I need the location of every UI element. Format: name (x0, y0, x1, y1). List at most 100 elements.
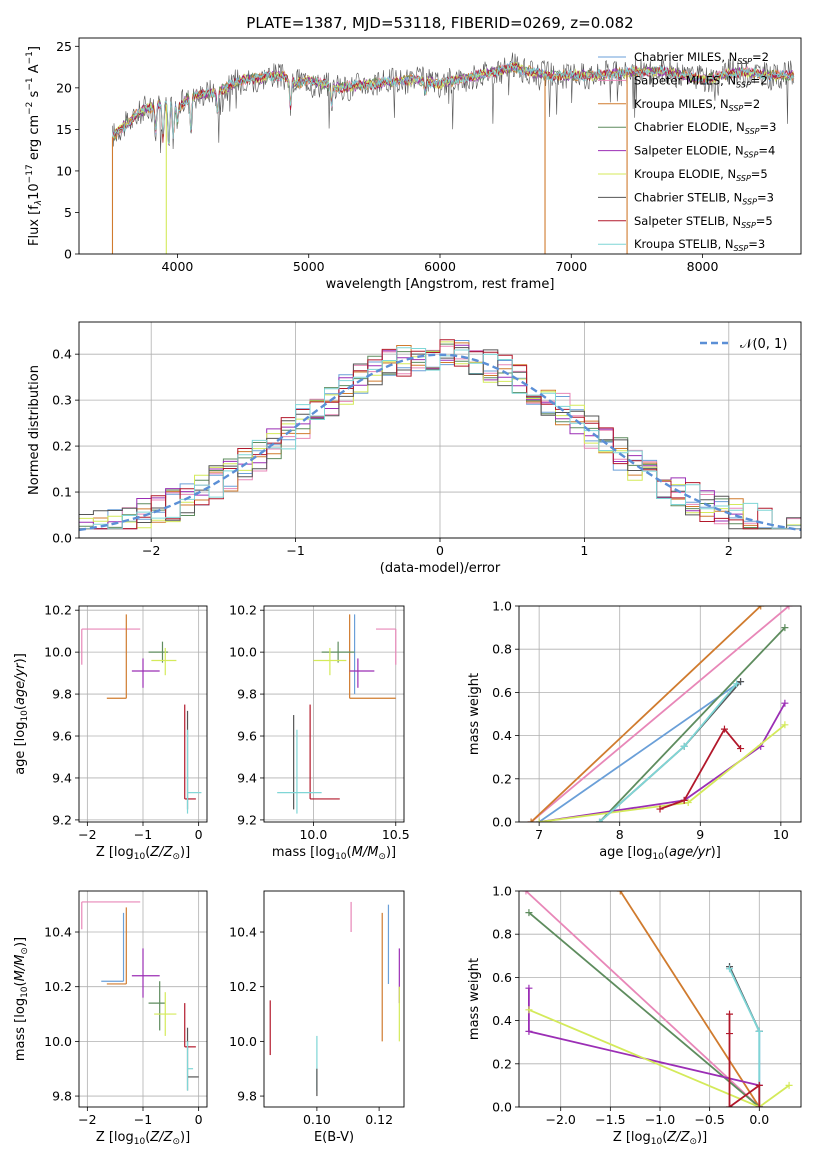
x-tick-label: 7 (535, 827, 543, 842)
legend-entry: Kroupa ELODIE, NSSP=5 (634, 167, 768, 183)
x-tick-label: 0.0 (749, 1112, 769, 1127)
mass-weight-series (528, 1008, 790, 1107)
x-tick-label: 8 (616, 827, 624, 842)
plus-marker (525, 1006, 533, 1014)
y-tick-label: 5 (64, 205, 72, 220)
plus-marker (656, 805, 664, 813)
y-tick-label: 0.2 (492, 1056, 512, 1071)
y-tick-label: 0.4 (52, 347, 72, 362)
legend-entry: Kroupa STELIB, NSSP=3 (634, 237, 765, 253)
histogram-steps (79, 339, 801, 532)
legend-entry: Salpeter STELIB, NSSP=5 (634, 214, 773, 230)
residual_hist-frame (78, 321, 802, 539)
massweight_vs_age-frame (518, 605, 802, 823)
x-tick-label: −2 (142, 543, 160, 558)
y-axis-label: mass weight (467, 673, 482, 755)
mass_vs_Z-markers (81, 901, 199, 1091)
y-axis-label: mass [log10(M/M⊙)] (13, 937, 30, 1061)
x-tick-label: −0.5 (694, 1112, 724, 1127)
plus-marker (755, 1027, 763, 1035)
x-axis-label: age [log10(age/yr)] (599, 845, 721, 862)
age_vs_mass-frame (263, 605, 405, 823)
x-axis-label: E(B-V) (314, 1130, 354, 1145)
y-tick-label: 10.0 (44, 645, 72, 660)
x-tick-label: −2.0 (546, 1112, 576, 1127)
mass-weight-series (528, 988, 760, 1087)
x-tick-label: −2 (78, 1112, 96, 1127)
histogram-series (79, 347, 801, 530)
x-axis-label: mass [log10(M/M⊙)] (272, 845, 396, 862)
plus-marker (781, 721, 789, 729)
plus-marker (726, 1030, 734, 1038)
age_vs_Z-frame (78, 605, 208, 823)
y-tick-label: 9.8 (237, 1089, 257, 1104)
y-tick-label: 9.2 (52, 812, 72, 827)
y-tick-label: 10.0 (44, 1034, 72, 1049)
y-tick-label: 0.8 (492, 642, 512, 657)
mass_vs_Z-frame (78, 890, 208, 1108)
y-tick-label: 0.4 (492, 1013, 512, 1028)
plus-marker (726, 1103, 734, 1107)
plus-marker (755, 1081, 763, 1089)
plus-marker (733, 680, 741, 688)
plus-marker (757, 606, 765, 610)
mass-weight-series (525, 891, 760, 1107)
plus-marker (535, 818, 543, 822)
y-tick-label: 0.3 (52, 393, 72, 408)
mass-weight-series (530, 606, 762, 822)
spectrum-frame (78, 37, 802, 255)
x-tick-label: 6000 (424, 259, 456, 274)
age_vs_mass-axes: 10.0 10.5 9.2 9.4 9.6 9.8 10.0 10.2 (229, 603, 410, 842)
mass-weight-series (528, 911, 760, 1107)
x-tick-label: 4000 (162, 259, 194, 274)
x-tick-label: 1 (580, 543, 588, 558)
legend-entry: Salpeter ELODIE, NSSP=4 (634, 144, 775, 160)
mass_vs_Z-axes: −2 −1 0 9.8 10.0 10.2 10.4 (44, 891, 207, 1127)
spectrum-series (112, 52, 795, 154)
y-tick-label: 9.8 (237, 687, 257, 702)
y-tick-label: 0.6 (492, 685, 512, 700)
y-tick-label: 0.6 (492, 970, 512, 985)
y-tick-label: 0.2 (52, 439, 72, 454)
mass-weight-series (619, 891, 761, 1107)
plus-marker (785, 606, 793, 610)
plus-marker (737, 678, 745, 686)
massweight_vs_Z-frame (518, 890, 802, 1108)
y-axis-label: Normed distribution (27, 365, 42, 495)
legend-entry: Chabrier MILES, NSSP=2 (634, 50, 769, 66)
x-tick-label: 0 (195, 1112, 203, 1127)
y-tick-label: 20 (56, 80, 72, 95)
x-axis-label: Z [log10(Z/Z⊙)] (613, 1130, 707, 1147)
plus-marker (525, 984, 533, 992)
plus-marker (720, 725, 728, 733)
y-tick-label: 10.0 (229, 1034, 257, 1049)
plus-marker (525, 1027, 533, 1035)
spectrum-lines (111, 52, 795, 254)
x-tick-label: 10.5 (382, 827, 410, 842)
age_vs_mass-markers (277, 614, 397, 814)
x-tick-label: 9 (696, 827, 704, 842)
x-tick-label: 0.10 (303, 1112, 331, 1127)
x-tick-label: 10 (773, 827, 789, 842)
y-tick-label: 0.4 (492, 728, 512, 743)
mass_vs_EBV-axes: 0.10 0.12 9.8 10.0 10.2 10.4 (229, 925, 393, 1127)
massweight_vs_age-lines (527, 606, 793, 822)
y-tick-label: 0.1 (52, 485, 72, 500)
figure-title: PLATE=1387, MJD=53118, FIBERID=0269, z=0… (246, 14, 633, 32)
x-tick-label: 0 (195, 827, 203, 842)
y-tick-label: 0.8 (492, 927, 512, 942)
plus-marker (781, 699, 789, 707)
gaussian-curve (79, 353, 801, 532)
mass-weight-series (659, 727, 742, 810)
histogram-series (79, 339, 801, 530)
y-tick-label: 9.8 (52, 1089, 72, 1104)
y-tick-label: 0.0 (492, 815, 512, 830)
y-tick-label: 25 (56, 39, 72, 54)
y-axis-label: Flux [fλ10−17 erg cm−2 s−1 A−1] (25, 46, 44, 246)
y-tick-label: 10 (56, 163, 72, 178)
legend-entry: Chabrier STELIB, NSSP=3 (634, 190, 774, 206)
y-tick-label: 9.4 (52, 770, 72, 785)
y-axis-label: age [log10(age/yr)] (13, 653, 30, 775)
y-tick-label: 0.0 (492, 1100, 512, 1115)
